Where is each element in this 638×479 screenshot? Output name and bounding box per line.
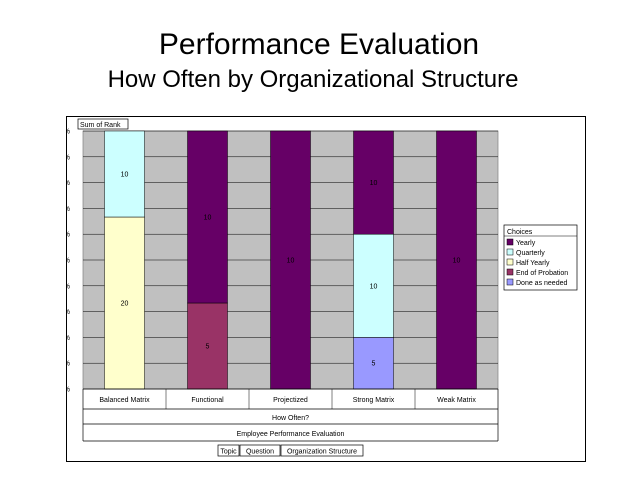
slide-subtitle: How Often by Organizational Structure — [107, 66, 519, 93]
y-tick-label: 20% — [66, 335, 70, 342]
legend-entry: Half Yearly — [516, 260, 550, 267]
y-tick-label: 40% — [66, 283, 70, 290]
page-field-label: Organization Structure — [287, 449, 357, 456]
x-field-label: How Often? — [272, 415, 309, 422]
x-tick-label: Functional — [191, 397, 224, 404]
y-tick-label: 100% — [66, 129, 70, 136]
legend-entry: End of Probation — [516, 270, 568, 277]
x-tick-label: Strong Matrix — [353, 397, 395, 404]
page-field-button — [217, 444, 240, 457]
page-field-button — [280, 444, 364, 457]
slide-title: Performance Evaluation — [158, 28, 480, 61]
y-tick-label: 60% — [66, 232, 70, 239]
legend-swatch — [506, 258, 514, 266]
bar-segment — [187, 302, 228, 390]
legend-swatch — [506, 238, 514, 246]
footer-label: Employee Performance Evaluation — [237, 431, 345, 438]
field-button-sum-of-rank — [77, 118, 129, 130]
x-tick-label: Projectized — [273, 397, 308, 404]
y-tick-label: 80% — [66, 180, 70, 187]
bar-segment — [436, 130, 477, 390]
bar-segment — [187, 130, 228, 304]
data-label: 10 — [121, 172, 129, 179]
data-label: 10 — [453, 258, 461, 265]
y-tick-label: 30% — [66, 309, 70, 316]
y-tick-label: 50% — [66, 258, 70, 265]
bar-segment — [104, 130, 145, 218]
y-tick-label: 90% — [66, 154, 70, 161]
bar-segment — [270, 130, 311, 390]
page-field-label: Question — [246, 449, 274, 456]
legend-swatch — [506, 278, 514, 286]
page-field-button — [239, 444, 281, 457]
bar-segment — [353, 130, 394, 235]
legend-entry: Done as needed — [516, 280, 567, 287]
data-label: 20 — [121, 301, 129, 308]
x-tick-label: Balanced Matrix — [99, 397, 150, 404]
data-label: 10 — [204, 215, 212, 222]
page-field-label: Topic — [220, 449, 237, 456]
y-tick-label: 70% — [66, 206, 70, 213]
x-tick-label: Weak Matrix — [437, 397, 476, 404]
legend-entry: Quarterly — [516, 250, 545, 257]
legend-swatch — [506, 248, 514, 256]
data-label: 5 — [206, 344, 210, 351]
legend-swatch — [506, 268, 514, 276]
y-tick-label: 0% — [66, 387, 70, 394]
legend-entry: Yearly — [516, 240, 536, 247]
bar-segment — [353, 337, 394, 390]
data-label: 10 — [370, 283, 378, 290]
data-label: 10 — [287, 258, 295, 265]
y-tick-label: 10% — [66, 361, 70, 368]
field-label-sum-of-rank: Sum of Rank — [80, 122, 121, 129]
data-label: 10 — [370, 180, 378, 187]
data-label: 5 — [372, 361, 376, 368]
bar-segment — [353, 233, 394, 338]
legend-title: Choices — [507, 229, 533, 236]
pivot-chart: Sum of Rank 0% 10% 20% 30% 40% 50% 60% 70% 80% 90%… — [66, 116, 586, 462]
